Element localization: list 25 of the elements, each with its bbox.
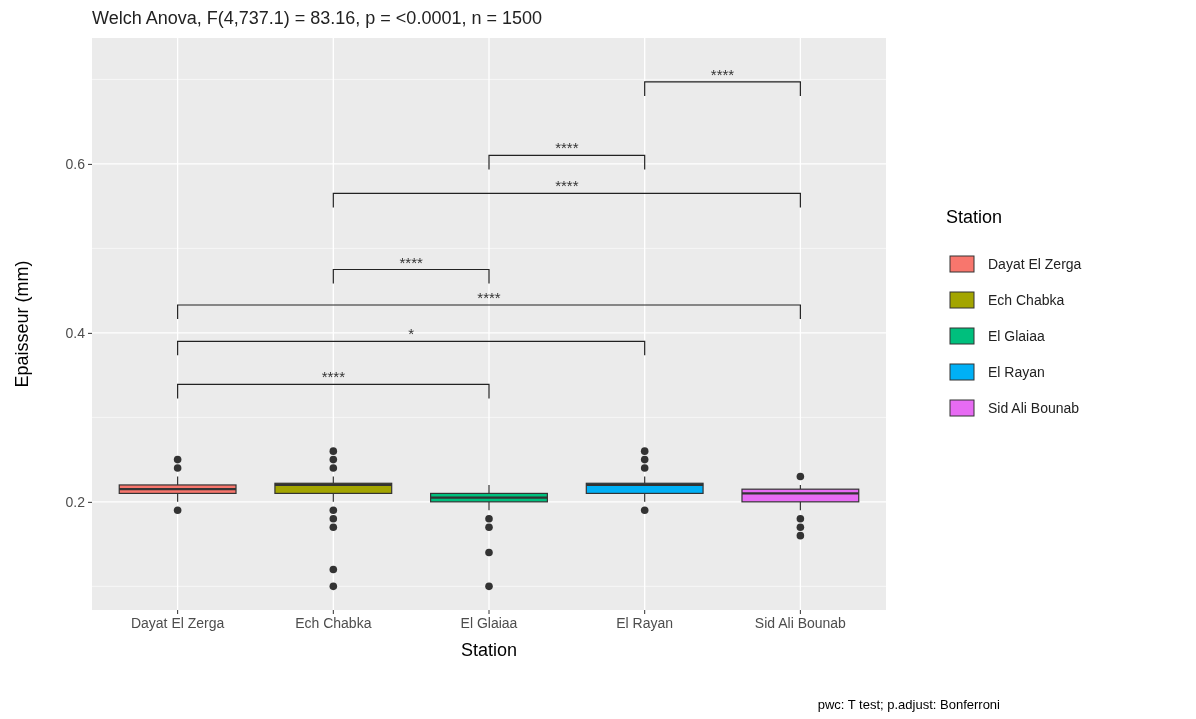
y-tick-label: 0.6 xyxy=(65,155,86,172)
x-axis-title: Station xyxy=(460,640,518,660)
annotation: **** xyxy=(399,253,423,271)
annotation: **** xyxy=(555,177,579,195)
text: pwc: T test; p.adjust: Bonferroni xyxy=(817,697,1001,712)
x-tick-label: El Glaiaa xyxy=(460,614,518,631)
chart-title: Welch Anova, F(4,737.1) = 83.16, p = <0.0001, n = 1500 xyxy=(92,8,542,28)
y-axis-title: Epaisseur (mm) xyxy=(12,260,32,388)
annotation: **** xyxy=(555,139,579,157)
x-tick-label: Sid Ali Bounab xyxy=(754,614,847,631)
y-tick-label: 0.4 xyxy=(65,324,86,341)
annotation: **** xyxy=(710,65,735,83)
legend-label: El Rayan xyxy=(988,364,1045,380)
x-tick-label: El Rayan xyxy=(616,614,674,631)
x-tick-label: Dayat El Zerga xyxy=(130,614,225,631)
legend-label: Sid Ali Bounab xyxy=(988,400,1080,416)
legend-label: Dayat El Zerga xyxy=(988,256,1082,272)
annotation: **** xyxy=(477,288,501,306)
legend-title: Station xyxy=(946,207,1003,227)
legend-label: Ech Chabka xyxy=(988,292,1065,308)
annotation: * xyxy=(408,325,415,343)
y-tick-label: 0.2 xyxy=(65,493,86,510)
legend-label: El Glaiaa xyxy=(988,328,1046,344)
x-tick-label: Ech Chabka xyxy=(295,614,372,631)
annotation: **** xyxy=(321,368,346,386)
